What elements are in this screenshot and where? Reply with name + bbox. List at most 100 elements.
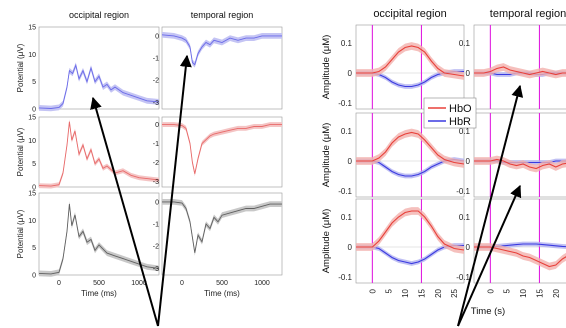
fnirs-ytick-label: 0 bbox=[348, 69, 353, 78]
fnirs-figure: occipital region temporal region 0.1 0 -0.1 A… bbox=[321, 8, 566, 317]
fnirs-xtick-label: 15 bbox=[535, 288, 544, 297]
fnirs-ytick-label: 0.1 bbox=[459, 39, 471, 48]
fnirs-panel-temporal-row-2: 0.1 0 -0.1 bbox=[456, 112, 566, 198]
hbo-series-line bbox=[356, 45, 465, 77]
fnirs-ytick-label: 0.1 bbox=[341, 39, 353, 48]
fnirs-xtick-label: 0 bbox=[486, 288, 495, 293]
hbo-confidence-band bbox=[356, 128, 464, 168]
hbo-confidence-band bbox=[474, 63, 566, 79]
eeg-ytick-label: 10 bbox=[28, 138, 36, 145]
callout-arrow-1 bbox=[90, 96, 159, 327]
fnirs-xtick-label: 20 bbox=[552, 288, 561, 297]
fnirs-ylabel: Amplitude (μM) bbox=[321, 123, 332, 188]
eeg-panel-occipital-row-1: 0 5 10 15 Potential (μV) bbox=[16, 25, 160, 114]
eeg-ytick-label: 0 bbox=[155, 199, 159, 206]
eeg-ytick-label: -2 bbox=[153, 160, 159, 167]
eeg-ytick-label: 15 bbox=[28, 115, 36, 122]
fnirs-xtick-label: 5 bbox=[503, 288, 512, 293]
fnirs-ytick-label: 0.1 bbox=[341, 213, 353, 222]
hbo-series-line bbox=[474, 66, 566, 76]
fnirs-panel-temporal-row-1: 0.10-0.1 bbox=[456, 24, 566, 110]
hbo-series-line bbox=[356, 210, 465, 251]
fnirs-ytick-label: 0 bbox=[466, 243, 471, 252]
callout-arrow-3 bbox=[457, 84, 524, 327]
fnirs-panel-occipital-row-3: 0.1 0 -0.1 Amplitude (μM) 0 5 10 15 20 25 bbox=[321, 198, 465, 298]
fnirs-ytick-label: 0.1 bbox=[459, 127, 471, 136]
fnirs-ytick-label: 0 bbox=[466, 69, 471, 78]
fnirs-occipital-title: occipital region bbox=[373, 8, 446, 20]
fnirs-xtick-label: 10 bbox=[519, 288, 528, 297]
eeg-panel-temporal-row-1: 0 -1 -2 -3 bbox=[153, 26, 283, 110]
eeg-panel-temporal-row-3: 0 -1 -2 -3 0 500 1000 Time (ms) bbox=[153, 192, 283, 298]
eeg-ylabel: Potential (μV) bbox=[16, 43, 25, 92]
hbr-confidence-band bbox=[356, 243, 464, 266]
eeg-ytick-label: -3 bbox=[153, 100, 159, 107]
legend-box bbox=[423, 97, 477, 129]
hbo-series-line bbox=[356, 131, 465, 165]
eeg-xtick-label: 500 bbox=[93, 280, 105, 287]
eeg-confidence-band bbox=[39, 201, 159, 277]
fnirs-ytick-label: 0.1 bbox=[459, 213, 471, 222]
eeg-panel-occipital-row-3: 0 5 10 15 Potential (μV) 0 500 1000 Time (ms) bbox=[16, 191, 160, 298]
eeg-xtick-label: 500 bbox=[216, 280, 228, 287]
eeg-trace-line bbox=[38, 203, 160, 275]
fnirs-ytick-label: 0 bbox=[348, 157, 353, 166]
eeg-ytick-label: 0 bbox=[155, 33, 159, 40]
fnirs-ytick-label: 0 bbox=[466, 157, 471, 166]
eeg-ytick-label: 0 bbox=[32, 185, 36, 192]
fnirs-panel-frame bbox=[473, 112, 566, 198]
fnirs-xtick-label: 25 bbox=[450, 288, 459, 297]
eeg-xlabel: Time (ms) bbox=[204, 289, 240, 298]
eeg-temporal-title: temporal region bbox=[191, 10, 254, 20]
fnirs-ytick-label: 0 bbox=[348, 243, 353, 252]
fnirs-xtick-label: 15 bbox=[417, 288, 426, 297]
eeg-ytick-label: -2 bbox=[153, 78, 159, 85]
fnirs-panel-frame bbox=[355, 24, 465, 110]
callout-arrows bbox=[90, 54, 524, 327]
fnirs-ytick-label: -0.1 bbox=[456, 273, 470, 282]
callout-arrow-4 bbox=[457, 184, 522, 327]
eeg-confidence-band bbox=[162, 122, 282, 177]
eeg-ytick-label: -3 bbox=[153, 266, 159, 273]
fnirs-ytick-label: 0.1 bbox=[341, 127, 353, 136]
eeg-trace-line bbox=[38, 63, 160, 109]
fnirs-panel-frame bbox=[473, 24, 566, 110]
eeg-ytick-label: 5 bbox=[32, 79, 36, 86]
eeg-panel-temporal-row-2: 0 -1 -2 -3 bbox=[153, 116, 283, 188]
eeg-xlabel: Time (ms) bbox=[81, 289, 117, 298]
eeg-ytick-label: -3 bbox=[153, 179, 159, 186]
hbo-series-line bbox=[474, 158, 566, 170]
eeg-ytick-label: -2 bbox=[153, 244, 159, 251]
fnirs-xtick-label: 20 bbox=[434, 288, 443, 297]
eeg-figure: occipital region temporal region051015Pot… bbox=[16, 10, 283, 298]
eeg-ytick-label: 0 bbox=[32, 107, 36, 114]
fnirs-xtick-label: 5 bbox=[385, 288, 394, 293]
eeg-ylabel: Potential (μV) bbox=[16, 127, 25, 176]
eeg-confidence-band bbox=[162, 199, 282, 256]
fnirs-ytick-label: -0.1 bbox=[338, 99, 352, 108]
hbr-confidence-band bbox=[356, 157, 464, 179]
fnirs-xlabel: Time (s) bbox=[471, 306, 505, 317]
eeg-ytick-label: 0 bbox=[32, 273, 36, 280]
eeg-ytick-label: 5 bbox=[32, 161, 36, 168]
fnirs-xtick-label: 10 bbox=[401, 288, 410, 297]
fnirs-xtick-label: 0 bbox=[368, 288, 377, 293]
eeg-xtick-label: 0 bbox=[180, 280, 184, 287]
callout-arrow-2 bbox=[157, 54, 192, 327]
eeg-xtick-label: 1000 bbox=[131, 280, 147, 287]
eeg-trace-line bbox=[38, 121, 160, 187]
legend-label-hbr: HbR bbox=[449, 116, 471, 128]
fnirs-temporal-title: temporal region bbox=[490, 8, 566, 20]
eeg-trace-line bbox=[162, 124, 282, 174]
eeg-ytick-label: 15 bbox=[28, 191, 36, 198]
eeg-xtick-label: 1000 bbox=[254, 280, 270, 287]
legend-label-hbo: HbO bbox=[449, 103, 472, 115]
eeg-occipital-title: occipital region bbox=[69, 10, 129, 20]
fnirs-ylabel: Amplitude (μM) bbox=[321, 35, 332, 100]
eeg-ytick-label: 15 bbox=[28, 25, 36, 32]
eeg-ytick-label: 0 bbox=[155, 122, 159, 129]
fnirs-ytick-label: -0.1 bbox=[338, 273, 352, 282]
